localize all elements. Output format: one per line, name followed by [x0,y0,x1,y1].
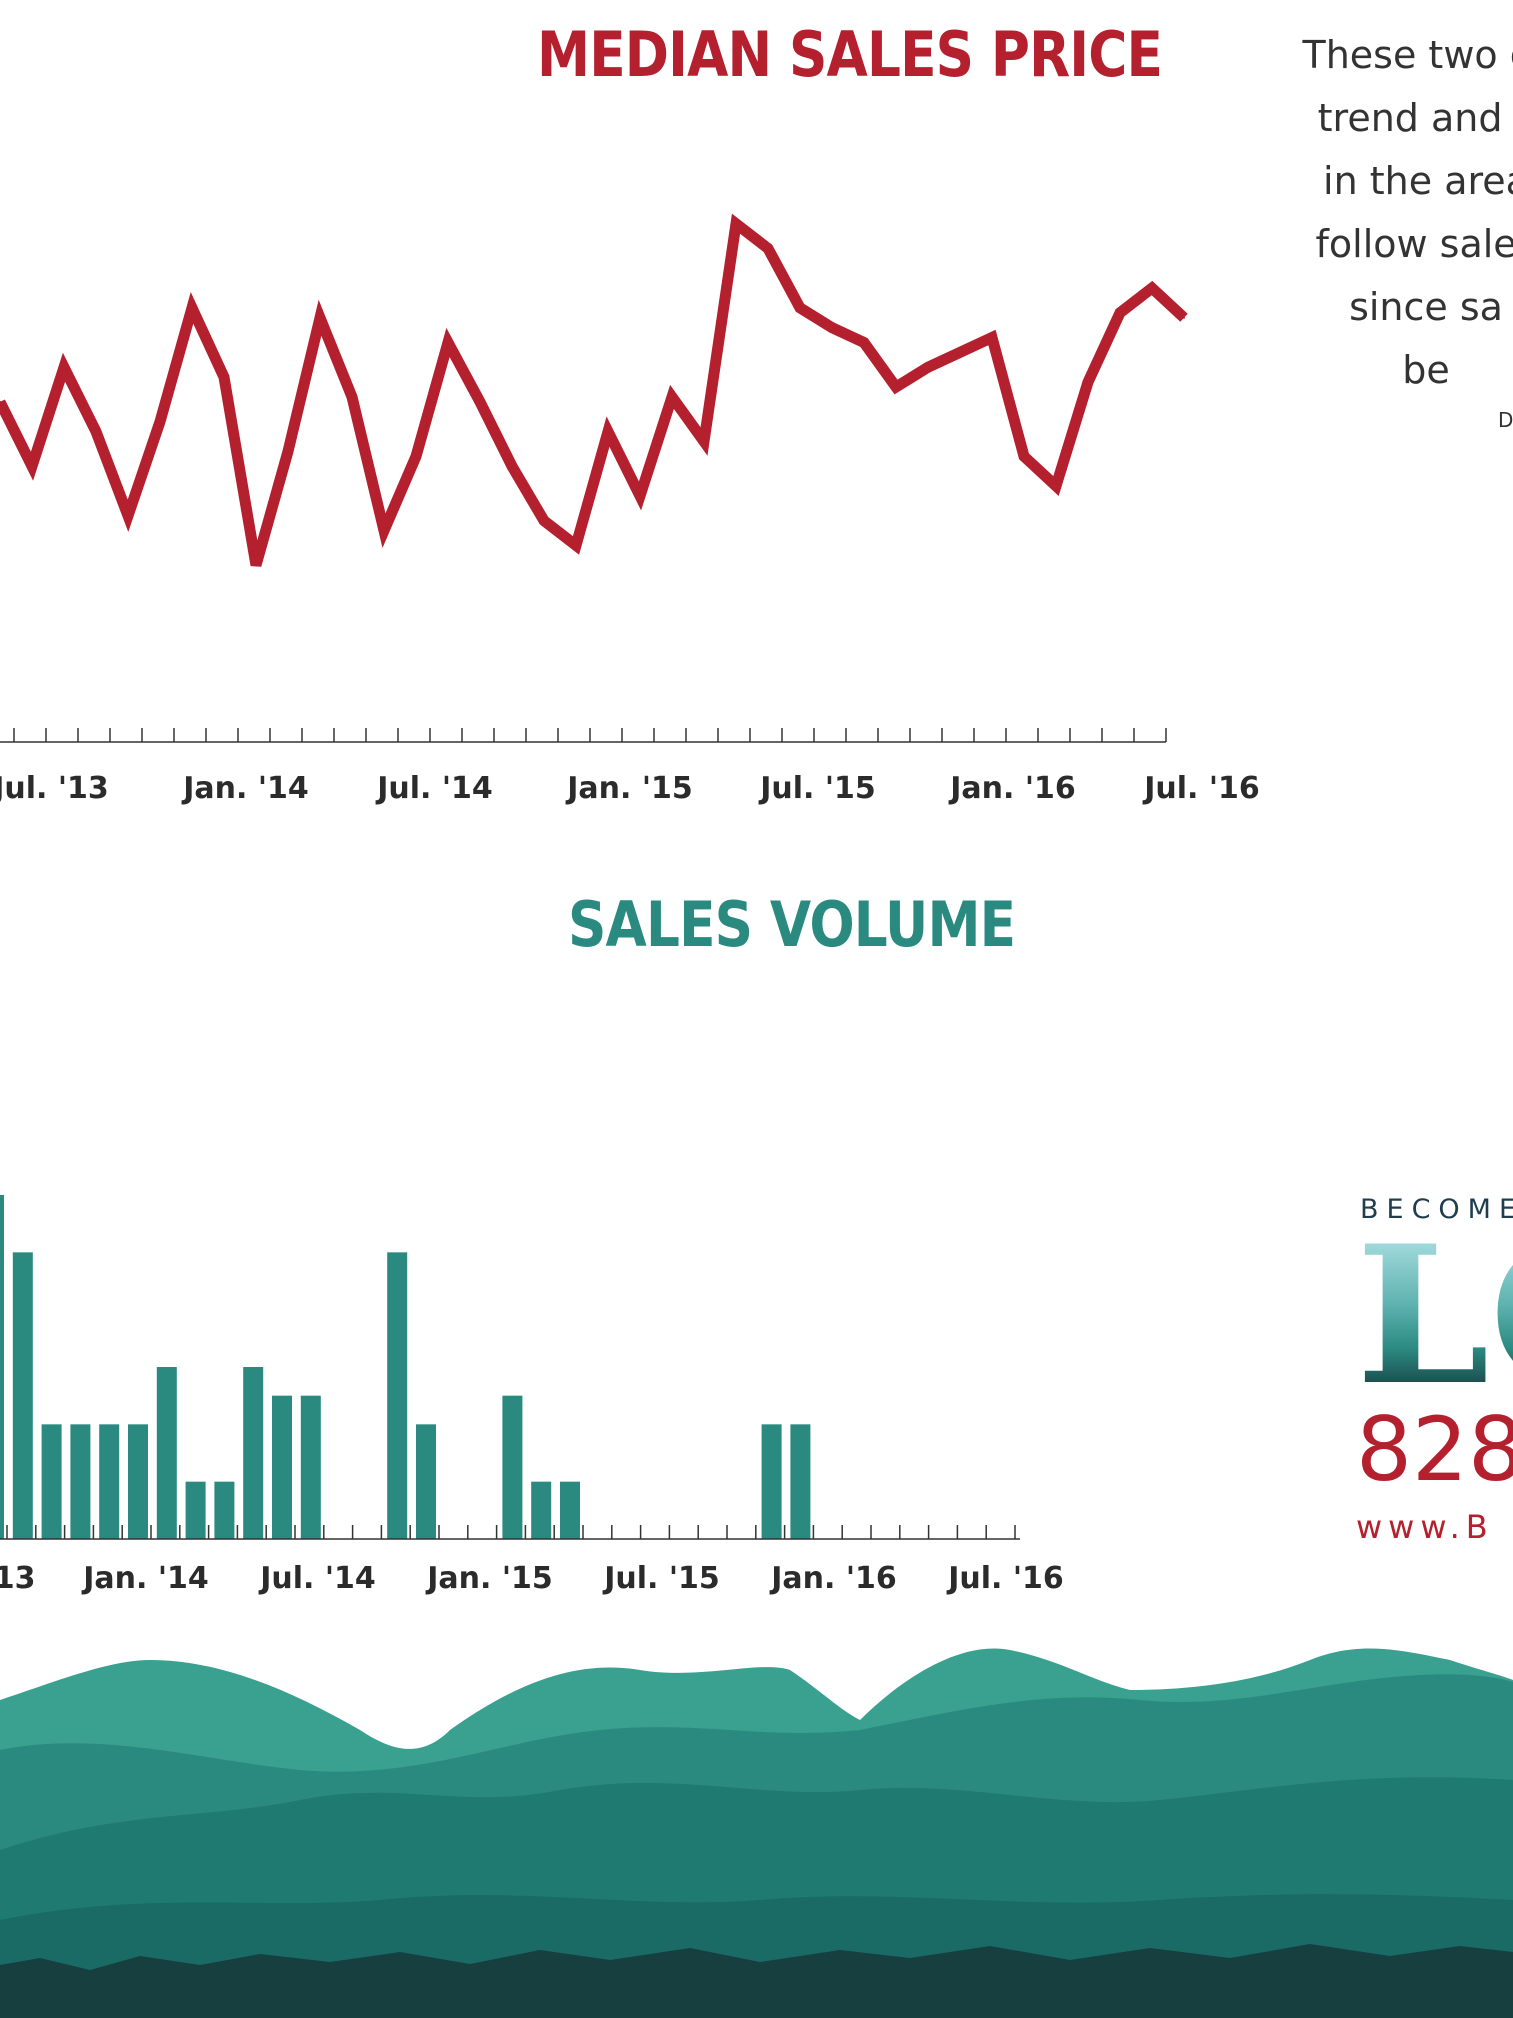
volume-bar: Jun. '15: 4 [761,1424,782,1539]
description-line: trend and s [1317,96,1513,140]
price-data-point: Aug. '15: 59 [895,386,897,389]
volume-bar: Sep. '14: 5 [502,1395,523,1539]
volume-bar: Oct. '13: 2 [185,1481,206,1539]
price-data-point: Sep. '14: 86 [543,519,545,522]
volume-chart: Mar. '13: 12 Apr. '13: 10 May '13: 4 Jun. '… [0,1195,1064,1596]
volume-bar: Nov. '13: 2 [214,1481,235,1539]
price-data-point: May '15: 43 [799,306,801,309]
volume-x-tick-label: Jul. '14 [258,1561,376,1596]
price-data-point: Dec. '13: 95 [255,564,257,567]
volume-bar: Aug. '13: 4 [128,1424,148,1539]
volume-bar: Oct. '14: 2 [531,1481,552,1539]
price-data-point: Apr. '13: 62 [0,400,1,403]
price-data-point: Feb. '14: 45 [319,316,321,319]
price-data-point: May '16: 45 [1183,316,1185,319]
price-x-tick-label: Jan. '14 [181,771,309,806]
price-x-tick-label: Jul. '16 [1142,771,1260,806]
description-line: be [1402,348,1450,392]
price-data-point: Jan. '14: 72 [287,450,289,453]
volume-bar: May '14: 10 [387,1252,408,1539]
price-data-point: Jul. '14: 62 [479,400,481,403]
price-data-point: Jan. '16: 79 [1055,485,1057,488]
price-data-point: Aug. '13: 85 [127,514,129,517]
price-x-tick-label: Jan. '15 [565,771,693,806]
price-data-point: Mar. '15: 26 [735,222,737,225]
volume-bar: Jul. '15: 4 [790,1424,811,1539]
price-data-point: May '14: 73 [415,455,417,458]
mountain-landscape [0,1648,1513,2018]
price-data-point: Apr. '14: 88 [383,529,385,532]
price-x-tick-label: Jan. '16 [948,771,1076,806]
volume-x-tick-label: '13 [0,1561,35,1596]
price-chart-title: MEDIAN SALES PRICE [537,18,1163,91]
description-line: in the area [1323,159,1513,203]
price-x-tick-label: Jul. '15 [758,771,876,806]
volume-bar: Jul. '13: 4 [99,1424,120,1539]
volume-bar: Jun. '13: 4 [70,1424,91,1539]
price-x-tick-label: Jul. '14 [375,771,493,806]
brand-website: www.B [1356,1508,1494,1546]
price-data-point: Mar. '14: 61 [351,395,353,398]
price-data-point: Jul. '13: 68 [95,430,97,433]
price-data-point: Dec. '15: 73 [1023,455,1025,458]
volume-bar: May '13: 4 [41,1424,62,1539]
description-text: These two gr trend and s in the area fol… [1216,24,1513,402]
price-data-point: Jun. '13: 55 [63,366,65,369]
price-data-point: Aug. '14: 75 [511,465,513,468]
price-data-point: Oct. '13: 43 [191,306,193,309]
description-note: D [1498,408,1513,432]
brand-phone: 828 [1356,1398,1513,1501]
price-data-point: Oct. '14: 91 [575,544,577,547]
volume-bar: Apr. '13: 10 [12,1252,33,1539]
volume-bar: Jun. '14: 4 [416,1424,436,1539]
price-data-point: Feb. '15: 70 [703,440,705,443]
price-data-point: May '13: 75 [31,465,33,468]
price-data-point: Mar. '16: 44 [1119,311,1121,314]
price-data-point: Apr. '16: 39 [1151,287,1153,290]
volume-x-tick-label: Jul. '15 [602,1561,720,1596]
price-data-point: Jun. '15: 47 [831,326,833,329]
price-data-point: Feb. '16: 58 [1087,381,1089,384]
volume-x-tick-label: Jul. '16 [946,1561,1064,1596]
price-data-point: Sep. '13: 66 [159,420,161,423]
volume-bar: Sep. '13: 6 [156,1367,177,1539]
brand-tagline: BECOME [1360,1194,1513,1225]
volume-bar: Nov. '14: 2 [560,1481,580,1539]
price-x-tick-label: Jul. '13 [0,771,109,806]
price-data-point: Oct. '15: 52 [959,351,961,354]
price-data-point: Nov. '15: 49 [991,336,993,339]
volume-bar: Mar. '13: 12 [0,1195,4,1539]
volume-chart-title: SALES VOLUME [568,888,1016,961]
price-data-point: Nov. '13: 57 [223,376,225,379]
price-series-line [0,213,1188,567]
volume-x-tick-label: Jan. '15 [425,1561,553,1596]
price-data-point: Nov. '14: 68 [607,430,609,433]
price-data-point: Dec. '14: 81 [639,494,641,497]
volume-x-tick-label: Jan. '16 [769,1561,897,1596]
volume-bar: Feb. '14: 5 [300,1395,321,1539]
volume-bar: Dec. '13: 6 [243,1367,264,1539]
description-line: These two gr [1302,33,1513,77]
volume-bar: Jan. '14: 5 [272,1395,292,1539]
brand-logo: LO [1356,1236,1513,1386]
price-chart: Apr. '13: 62 May '13: 75 Jun. '13: 55 Jul. … [0,213,1260,806]
price-data-point: Sep. '15: 55 [927,366,929,369]
price-data-point: Jan. '15: 61 [671,395,673,398]
volume-x-tick-label: Jan. '14 [81,1561,209,1596]
description-line: since sa [1349,285,1503,329]
price-data-point: Apr. '15: 31 [767,247,769,250]
price-data-point: Jun. '14: 50 [447,341,449,344]
price-data-point: Jul. '15: 50 [863,341,865,344]
